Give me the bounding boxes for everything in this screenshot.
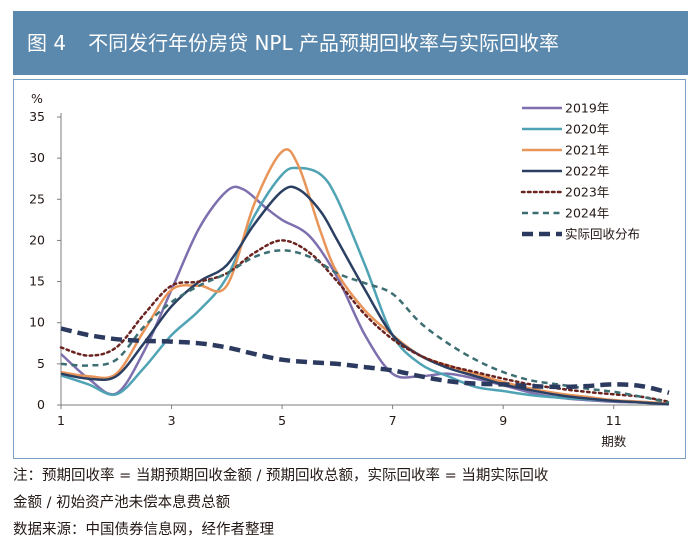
x-tick-label: 3 xyxy=(168,413,176,428)
y-unit-label: % xyxy=(31,91,43,106)
chart-frame xyxy=(13,79,686,459)
legend-label: 2019年 xyxy=(565,101,609,116)
figure-title-bar: 图 4 不同发行年份房贷 NPL 产品预期回收率与实际回收率 xyxy=(13,11,688,75)
series-line-5 xyxy=(59,239,671,403)
y-tick-label: 30 xyxy=(29,150,45,165)
y-tick-label: 0 xyxy=(37,397,45,412)
figure-title: 不同发行年份房贷 NPL 产品预期回收率与实际回收率 xyxy=(88,31,559,55)
note-line-1: 注：预期回收率 = 当期预期回收金额 / 预期回收总额，实际回收率 = 当期实际… xyxy=(13,468,549,484)
legend-label: 2024年 xyxy=(565,206,609,221)
legend-label: 2021年 xyxy=(565,143,609,158)
series-line-2 xyxy=(60,166,670,406)
legend-label: 实际回收分布 xyxy=(565,227,640,242)
series-line-4 xyxy=(60,185,670,406)
figure-notes: 注：预期回收率 = 当期预期回收金额 / 预期回收总额，实际回收率 = 当期实际… xyxy=(13,463,693,544)
y-tick-label: 35 xyxy=(29,109,45,124)
note-line-2: 金额 / 初始资产池未偿本息费总额 xyxy=(13,495,231,511)
data-source: 数据来源：中国债券信息网，经作者整理 xyxy=(13,522,274,538)
y-tick-label: 25 xyxy=(29,191,45,206)
x-tick-label: 1 xyxy=(57,413,65,428)
x-tick-label: 9 xyxy=(499,413,507,428)
legend-label: 2022年 xyxy=(565,164,609,179)
figure-label: 图 4 xyxy=(27,31,67,55)
y-tick-label: 10 xyxy=(29,315,45,330)
chart-series xyxy=(59,148,671,406)
series-line-7 xyxy=(60,326,670,395)
legend-label: 2020年 xyxy=(565,122,609,137)
series-line-6 xyxy=(60,249,670,404)
legend-label: 2023年 xyxy=(565,185,609,200)
y-tick-label: 20 xyxy=(29,232,45,247)
x-tick-label: 5 xyxy=(278,413,286,428)
x-tick-label: 7 xyxy=(389,413,397,428)
y-tick-label: 5 xyxy=(37,356,45,371)
y-tick-label: 15 xyxy=(29,274,45,289)
series-line-3 xyxy=(60,148,670,405)
x-tick-label: 11 xyxy=(606,413,622,428)
x-axis-title: 期数 xyxy=(601,434,627,449)
